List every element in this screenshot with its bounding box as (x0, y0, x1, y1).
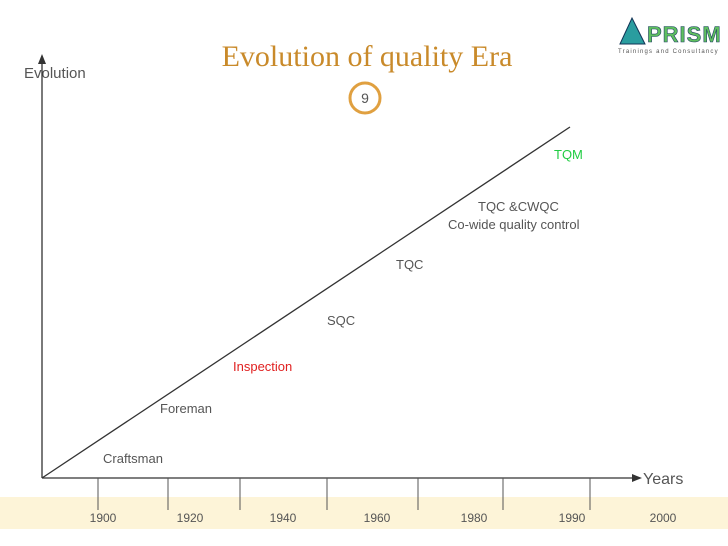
era-label: Inspection (233, 359, 292, 374)
era-label: TQM (554, 147, 583, 162)
page-badge (348, 81, 382, 115)
year-ticks (97, 478, 591, 510)
x-axis-label: Years (643, 471, 683, 488)
era-label: Co-wide quality control (448, 217, 580, 232)
evolution-line (41, 126, 571, 479)
x-arrow (632, 474, 642, 482)
year-label: 1990 (559, 511, 586, 525)
page-number: 9 (361, 90, 369, 106)
year-band (0, 497, 728, 529)
year-label: 1980 (461, 511, 488, 525)
logo-name: PRISM (647, 22, 722, 47)
year-label: 1960 (364, 511, 391, 525)
y-axis-label: Evolution (24, 65, 86, 82)
y-arrow (38, 54, 46, 64)
era-label: TQC (396, 257, 423, 272)
year-label: 2000 (650, 511, 677, 525)
era-label: Craftsman (103, 451, 163, 466)
era-label: Foreman (160, 401, 212, 416)
year-label: 1920 (177, 511, 204, 525)
title: Evolution of quality Era (222, 40, 513, 73)
logo-icon (619, 16, 646, 45)
year-label: 1900 (90, 511, 117, 525)
logo-tagline: Trainings and Consultancy (618, 49, 719, 55)
era-label: SQC (327, 313, 355, 328)
era-label: TQC &CWQC (478, 199, 559, 214)
year-label: 1940 (270, 511, 297, 525)
